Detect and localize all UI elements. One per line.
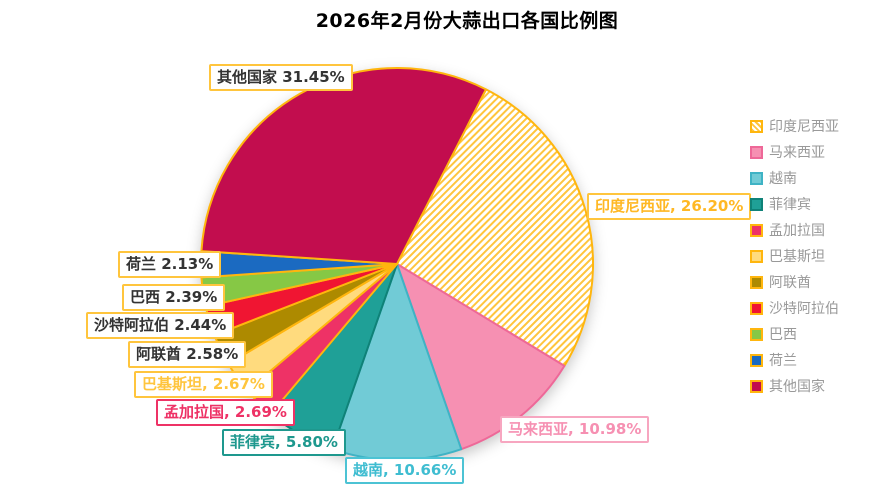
slice-label-saudi-arabia: 沙特阿拉伯 2.44%: [86, 312, 235, 339]
legend-label-uae: 阿联酋: [769, 275, 811, 291]
legend-label-brazil: 巴西: [769, 327, 797, 343]
chart-legend: 印度尼西亚马来西亚越南菲律宾孟加拉国巴基斯坦阿联酋沙特阿拉伯巴西荷兰其他国家: [750, 113, 839, 399]
legend-item-malaysia[interactable]: 马来西亚: [750, 139, 839, 165]
legend-swatch-bangladesh: [750, 223, 763, 237]
legend-label-bangladesh: 孟加拉国: [769, 223, 825, 239]
legend-swatch-vietnam: [750, 171, 763, 185]
legend-label-vietnam: 越南: [769, 171, 797, 187]
legend-label-netherlands: 荷兰: [769, 353, 797, 369]
slice-label-other-countries: 其他国家 31.45%: [209, 64, 353, 91]
legend-label-indonesia: 印度尼西亚: [769, 119, 839, 135]
legend-item-pakistan[interactable]: 巴基斯坦: [750, 243, 839, 269]
legend-item-netherlands[interactable]: 荷兰: [750, 347, 839, 373]
legend-swatch-philippines: [750, 197, 763, 211]
chart-title: 2026年2月份大蒜出口各国比例图: [315, 10, 619, 32]
legend-swatch-uae: [750, 275, 763, 289]
slice-label-uae: 阿联酋 2.58%: [128, 341, 247, 368]
legend-label-philippines: 菲律宾: [769, 197, 811, 213]
slice-label-philippines: 菲律宾, 5.80%: [222, 429, 346, 456]
legend-item-bangladesh[interactable]: 孟加拉国: [750, 217, 839, 243]
legend-item-saudi-arabia[interactable]: 沙特阿拉伯: [750, 295, 839, 321]
legend-item-brazil[interactable]: 巴西: [750, 321, 839, 347]
legend-swatch-saudi-arabia: [750, 301, 763, 315]
legend-label-other-countries: 其他国家: [769, 379, 825, 395]
slice-label-pakistan: 巴基斯坦, 2.67%: [134, 371, 273, 398]
legend-swatch-other-countries: [750, 379, 763, 393]
legend-label-malaysia: 马来西亚: [769, 145, 825, 161]
slice-label-malaysia: 马来西亚, 10.98%: [500, 416, 650, 443]
legend-swatch-pakistan: [750, 249, 763, 263]
legend-swatch-netherlands: [750, 353, 763, 367]
legend-swatch-indonesia: [750, 119, 763, 133]
legend-item-vietnam[interactable]: 越南: [750, 165, 839, 191]
legend-item-uae[interactable]: 阿联酋: [750, 269, 839, 295]
slice-label-brazil: 巴西 2.39%: [122, 284, 226, 311]
legend-swatch-brazil: [750, 327, 763, 341]
slice-label-netherlands: 荷兰 2.13%: [118, 251, 222, 278]
pie-slice-other-countries[interactable]: [200, 67, 487, 265]
legend-label-saudi-arabia: 沙特阿拉伯: [769, 301, 839, 317]
pie-slice-indonesia[interactable]: [396, 88, 594, 367]
legend-item-other-countries[interactable]: 其他国家: [750, 373, 839, 399]
legend-label-pakistan: 巴基斯坦: [769, 249, 825, 265]
legend-item-philippines[interactable]: 菲律宾: [750, 191, 839, 217]
slice-label-vietnam: 越南, 10.66%: [345, 457, 465, 484]
slice-label-bangladesh: 孟加拉国, 2.69%: [156, 399, 295, 426]
slice-label-indonesia: 印度尼西亚, 26.20%: [587, 193, 752, 220]
legend-item-indonesia[interactable]: 印度尼西亚: [750, 113, 839, 139]
legend-swatch-malaysia: [750, 145, 763, 159]
